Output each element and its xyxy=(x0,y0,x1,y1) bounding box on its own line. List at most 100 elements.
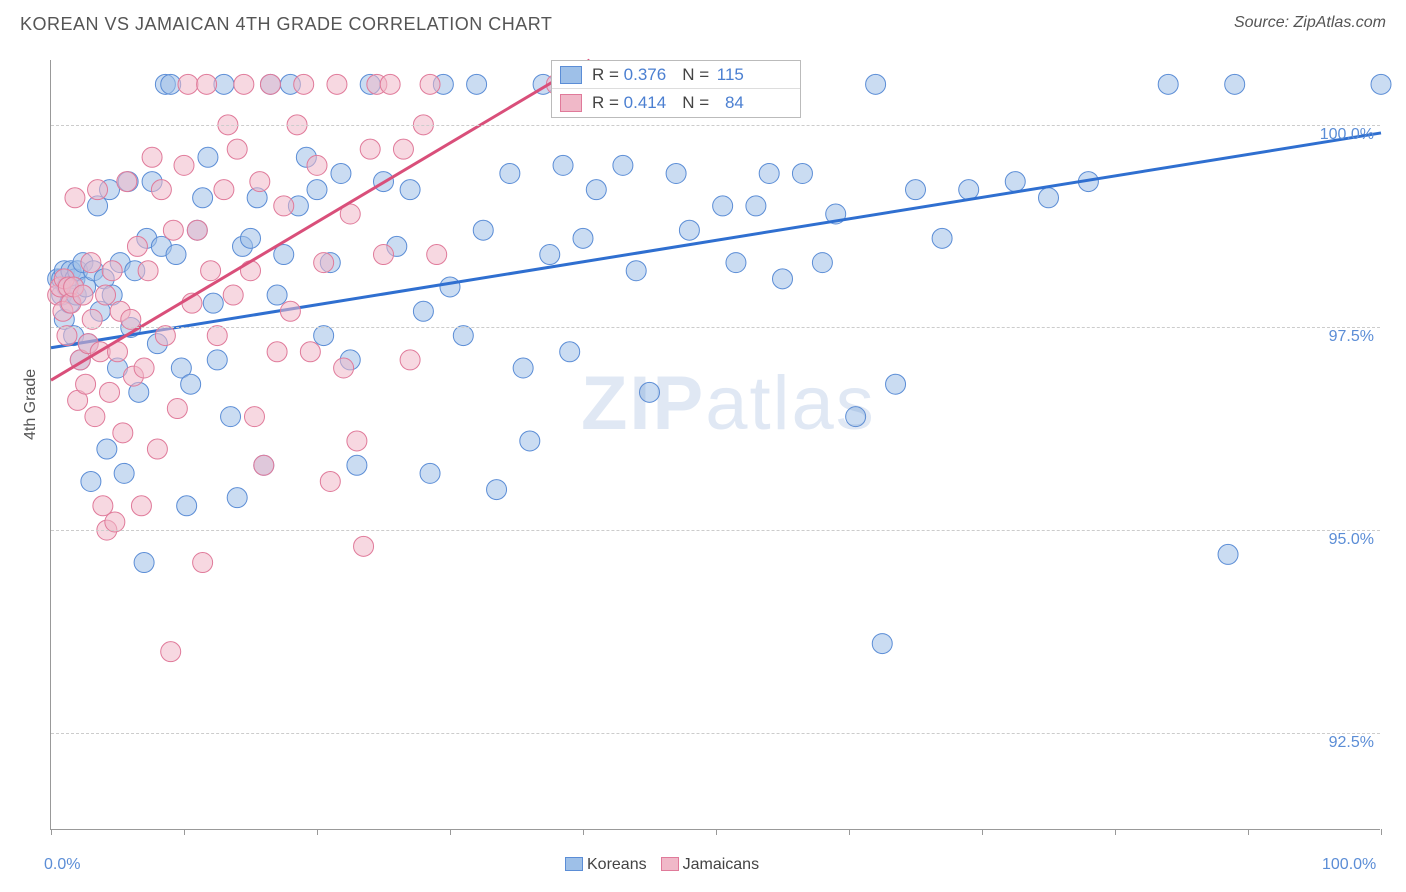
bottom-legend-item: Jamaicans xyxy=(661,856,759,874)
bottom-legend-item: Koreans xyxy=(565,856,647,874)
data-point xyxy=(207,350,227,370)
y-axis-title: 4th Grade xyxy=(22,369,40,440)
legend-swatch xyxy=(565,857,583,871)
data-point xyxy=(117,172,137,192)
data-point xyxy=(500,163,520,183)
data-point xyxy=(274,196,294,216)
data-point xyxy=(241,261,261,281)
x-tick xyxy=(450,829,451,835)
data-point xyxy=(193,188,213,208)
x-tick xyxy=(982,829,983,835)
data-point xyxy=(234,74,254,94)
grid-line xyxy=(51,327,1380,328)
legend-N-value: 84 xyxy=(714,93,744,113)
data-point xyxy=(181,374,201,394)
data-point xyxy=(427,245,447,265)
data-point xyxy=(96,285,116,305)
data-point xyxy=(81,471,101,491)
data-point xyxy=(73,285,93,305)
data-point xyxy=(473,220,493,240)
data-point xyxy=(513,358,533,378)
data-point xyxy=(1005,172,1025,192)
data-point xyxy=(105,512,125,532)
bottom-legend-label: Jamaicans xyxy=(683,856,759,873)
data-point xyxy=(260,74,280,94)
scatter-svg xyxy=(51,60,1380,829)
data-point xyxy=(166,245,186,265)
data-point xyxy=(746,196,766,216)
data-point xyxy=(167,399,187,419)
data-point xyxy=(100,382,120,402)
data-point xyxy=(393,139,413,159)
stats-legend: R = 0.376N = 115R = 0.414N = 84 xyxy=(551,60,801,118)
data-point xyxy=(121,309,141,329)
data-point xyxy=(1218,544,1238,564)
data-point xyxy=(197,74,217,94)
data-point xyxy=(155,326,175,346)
y-tick-label: 97.5% xyxy=(1329,328,1374,346)
data-point xyxy=(812,253,832,273)
y-tick-label: 100.0% xyxy=(1320,126,1374,144)
legend-N-label: N = xyxy=(682,65,714,85)
data-point xyxy=(1158,74,1178,94)
data-point xyxy=(1225,74,1245,94)
data-point xyxy=(713,196,733,216)
data-point xyxy=(227,139,247,159)
chart-title: KOREAN VS JAMAICAN 4TH GRADE CORRELATION… xyxy=(20,14,552,35)
series-legend: Koreans Jamaicans xyxy=(565,856,759,874)
data-point xyxy=(151,180,171,200)
data-point xyxy=(178,74,198,94)
data-point xyxy=(420,74,440,94)
data-point xyxy=(613,155,633,175)
chart-header: KOREAN VS JAMAICAN 4TH GRADE CORRELATION… xyxy=(20,14,1386,35)
data-point xyxy=(400,350,420,370)
data-point xyxy=(726,253,746,273)
data-point xyxy=(227,488,247,508)
data-point xyxy=(666,163,686,183)
data-point xyxy=(626,261,646,281)
data-point xyxy=(773,269,793,289)
data-point xyxy=(81,253,101,273)
data-point xyxy=(76,374,96,394)
data-point xyxy=(640,382,660,402)
x-axis-max-label: 100.0% xyxy=(1322,856,1376,874)
y-tick-label: 95.0% xyxy=(1329,531,1374,549)
legend-swatch xyxy=(661,857,679,871)
data-point xyxy=(161,642,181,662)
data-point xyxy=(759,163,779,183)
legend-row: R = 0.414N = 84 xyxy=(552,89,800,117)
data-point xyxy=(932,228,952,248)
data-point xyxy=(57,326,77,346)
data-point xyxy=(267,342,287,362)
data-point xyxy=(374,245,394,265)
data-point xyxy=(113,423,133,443)
legend-R-label: R = xyxy=(592,65,624,85)
data-point xyxy=(127,236,147,256)
data-point xyxy=(413,301,433,321)
data-point xyxy=(147,439,167,459)
data-point xyxy=(792,163,812,183)
data-point xyxy=(65,188,85,208)
data-point xyxy=(327,74,347,94)
data-point xyxy=(679,220,699,240)
data-point xyxy=(400,180,420,200)
data-point xyxy=(467,74,487,94)
data-point xyxy=(97,439,117,459)
legend-row: R = 0.376N = 115 xyxy=(552,61,800,89)
legend-swatch xyxy=(560,66,582,84)
x-tick xyxy=(317,829,318,835)
data-point xyxy=(177,496,197,516)
x-tick xyxy=(51,829,52,835)
x-tick xyxy=(849,829,850,835)
data-point xyxy=(347,431,367,451)
data-point xyxy=(487,480,507,500)
data-point xyxy=(1039,188,1059,208)
grid-line xyxy=(51,125,1380,126)
legend-R-value: 0.414 xyxy=(624,93,667,113)
legend-swatch xyxy=(560,94,582,112)
data-point xyxy=(560,342,580,362)
x-axis-min-label: 0.0% xyxy=(44,856,80,874)
data-point xyxy=(134,553,154,573)
legend-N-value: 115 xyxy=(714,65,744,85)
data-point xyxy=(163,220,183,240)
